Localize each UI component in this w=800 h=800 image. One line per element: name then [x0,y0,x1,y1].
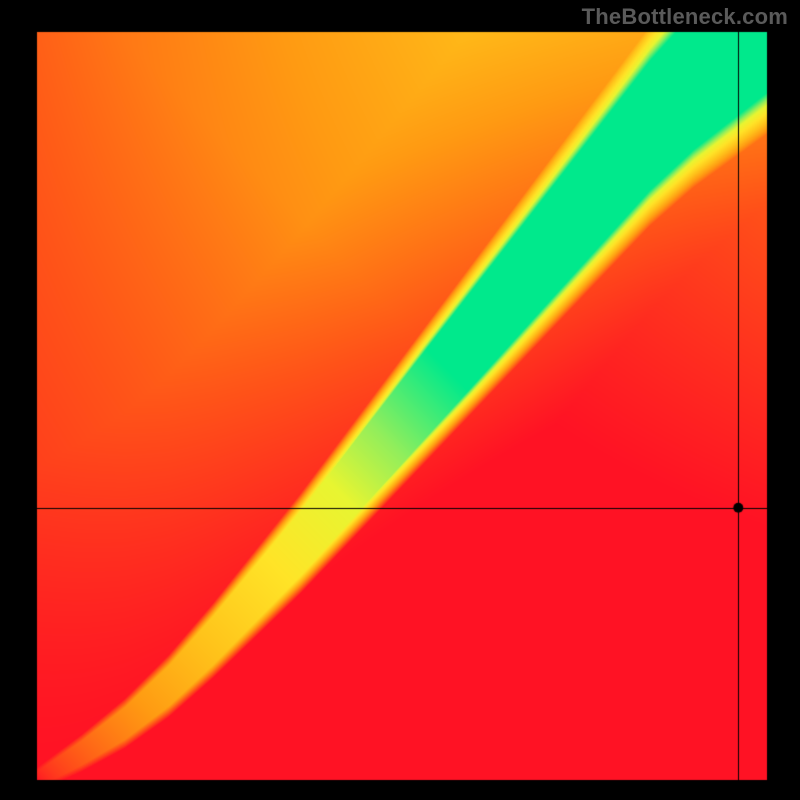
watermark-text: TheBottleneck.com [582,4,788,30]
chart-container: TheBottleneck.com [0,0,800,800]
bottleneck-heatmap [0,0,800,800]
